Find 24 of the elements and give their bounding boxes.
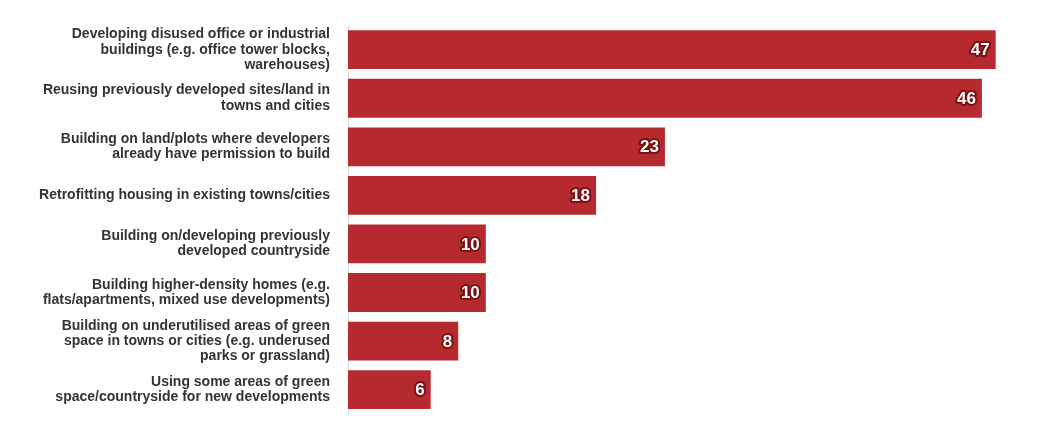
y-tick-label: Reusing previously developed sites/land in towns and cities bbox=[42, 81, 331, 113]
bar bbox=[348, 175, 597, 215]
bar bbox=[348, 370, 431, 410]
y-tick-label: Building on land/plots where developers already have permission to build bbox=[60, 129, 331, 162]
data-label: 47 bbox=[970, 40, 990, 60]
bar bbox=[348, 224, 486, 264]
bar bbox=[348, 30, 996, 70]
data-label: 10 bbox=[460, 234, 480, 254]
y-tick-label: Retrofitting housing in existing towns/cities bbox=[39, 186, 331, 203]
data-label: 8 bbox=[442, 331, 453, 351]
data-label: 6 bbox=[415, 380, 425, 400]
y-tick-label: Building on/developing previously developed countryside bbox=[101, 227, 331, 259]
bar bbox=[348, 127, 665, 167]
y-tick-label: Building higher-density homes (e.g. flats/apartments, mixed use developments) bbox=[42, 275, 330, 308]
data-label: 23 bbox=[640, 137, 659, 157]
data-label: 10 bbox=[460, 283, 480, 303]
bar bbox=[348, 78, 982, 118]
y-tick-label: Using some areas of green space/countryside for new developments bbox=[55, 372, 331, 405]
y-tick-label: Building on underutilised areas of green space in towns or cities (e.g. underused parks or grassland) bbox=[61, 316, 330, 364]
data-label: 46 bbox=[956, 88, 976, 108]
bar bbox=[348, 273, 486, 312]
y-tick-label: Developing disused office or industrial buildings (e.g. office tower blocks, warehouses) bbox=[71, 25, 330, 72]
data-label: 18 bbox=[571, 186, 591, 206]
bar bbox=[348, 321, 459, 361]
